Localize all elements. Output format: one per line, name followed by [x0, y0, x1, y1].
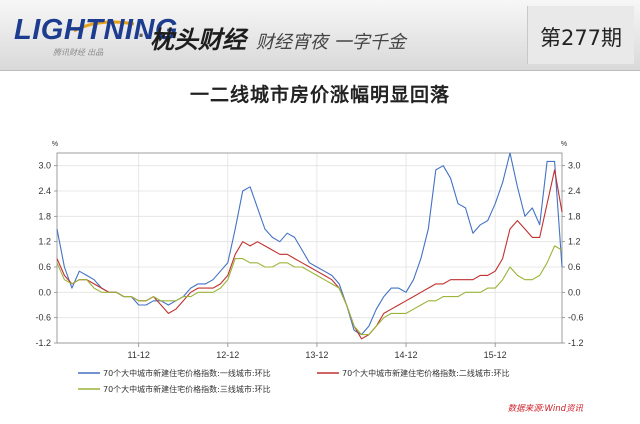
y-tick-label-left: 1.8: [38, 211, 51, 221]
y-tick-label-left: 0.6: [38, 262, 51, 272]
issue-box: 第277期: [527, 6, 634, 64]
y-tick-label-left: 0.0: [38, 287, 51, 297]
y-tick-label-right: 0.6: [568, 262, 581, 272]
y-unit-right: %: [561, 141, 567, 148]
legend-label: 70个大中城市新建住宅价格指数:三线城市:环比: [103, 384, 271, 394]
brand-name: LIGHTNING: [14, 14, 178, 46]
y-tick-label-right: -0.6: [568, 313, 584, 323]
y-tick-label-right: 1.2: [568, 237, 581, 247]
x-tick-label: 11-12: [128, 350, 150, 360]
issue-number: 第277期: [539, 26, 623, 50]
y-tick-label-right: 2.4: [568, 186, 581, 196]
lightning-logo: [12, 14, 242, 58]
header-banner: LIGHTNING 腾讯财经 出品 · 枕头财经 财经宵夜 一字千金 第277期: [0, 0, 640, 71]
y-tick-label-left: -0.6: [35, 313, 51, 323]
x-tick-label: 12-12: [216, 350, 239, 360]
brand-subtitle: 腾讯财经 出品: [53, 48, 104, 57]
y-tick-label-right: 3.0: [568, 161, 581, 171]
y-tick-label-left: 2.4: [38, 186, 51, 196]
slogan: 财经宵夜 一字千金: [256, 32, 406, 53]
legend-label: 70个大中城市新建住宅价格指数:二线城市:环比: [342, 368, 510, 378]
chart-series: [56, 152, 563, 340]
data-source: 数据来源:Wind资讯: [508, 403, 584, 414]
chart-axes: 3.0 3.0 2.4 2.4 1.8 1.8 1.2 1.2 0.6 0.6 0.0 0.0 -0.6…: [35, 141, 583, 360]
series-line-3: [56, 245, 563, 336]
series-line-1: [56, 152, 563, 336]
logo-swoosh-icon: [73, 20, 135, 33]
x-tick-label: 13-12: [305, 350, 328, 360]
y-unit-left: %: [52, 141, 58, 148]
column-name: 枕头财经: [150, 25, 246, 54]
series-line-2: [56, 169, 563, 340]
x-tick-label: 14-12: [395, 350, 418, 360]
legend-label: 70个大中城市新建住宅价格指数:一线城市:环比: [103, 368, 271, 378]
y-tick-label-right: -1.2: [568, 338, 584, 348]
y-tick-label-left: 3.0: [38, 161, 51, 171]
chart-grid: [57, 153, 562, 344]
x-tick-label: 15-12: [484, 350, 507, 360]
y-tick-label-left: -1.2: [35, 338, 51, 348]
chart-legend: 70个大中城市新建住宅价格指数:一线城市:环比 70个大中城市新建住宅价格指数:二…: [78, 368, 510, 394]
chart-title: 一二线城市房价涨幅明显回落: [189, 84, 450, 106]
y-tick-label-right: 1.8: [568, 211, 581, 221]
y-tick-label-right: 0.0: [568, 287, 581, 297]
brand-separator: ·: [138, 23, 146, 48]
y-tick-label-left: 1.2: [38, 237, 51, 247]
plot-area: [56, 152, 563, 344]
